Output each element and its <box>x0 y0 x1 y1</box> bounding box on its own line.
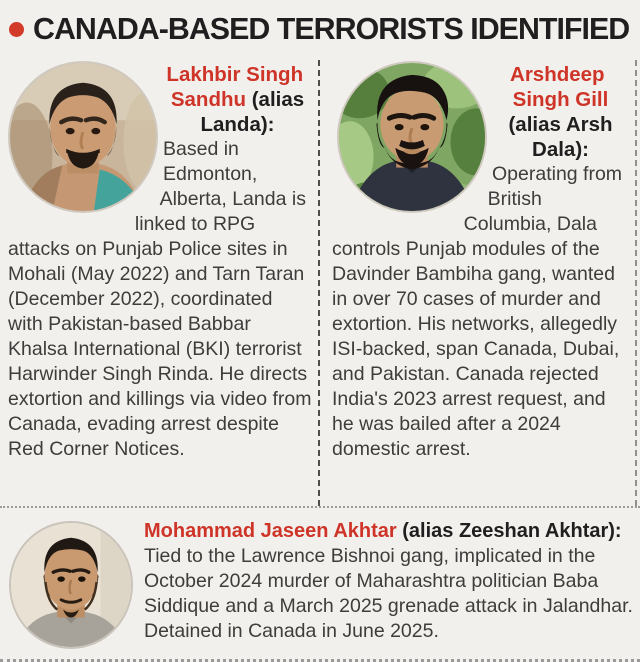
lakhbir-photo <box>8 61 158 213</box>
profile-name-line: Mohammad Jaseen Akhtar (alias Zeeshan Ak… <box>144 518 634 544</box>
profiles-section: Lakhbir Singh Sandhu (alias Landa): Base… <box>0 60 640 506</box>
profile-bio: Tied to the Lawrence Bishnoi gang, impli… <box>144 545 633 642</box>
page-title: CANADA-BASED TERRORISTS IDENTIFIED <box>33 11 630 46</box>
profile-alias: (alias Landa): <box>200 88 305 136</box>
arshdeep-photo <box>337 61 487 213</box>
profile-name: Arshdeep Singh Gill <box>510 63 609 111</box>
profile-bio: Operating from British Columbia, Dala co… <box>332 163 623 460</box>
profile-name-line: Arshdeep Singh Gill (alias Arsh Dala): <box>332 60 629 162</box>
akhtar-text-block: Mohammad Jaseen Akhtar (alias Zeeshan Ak… <box>144 518 634 649</box>
profile-name: Lakhbir Singh Sandhu <box>166 63 304 111</box>
profile-card-akhtar: Mohammad Jaseen Akhtar (alias Zeeshan Ak… <box>0 506 640 649</box>
akhtar-photo <box>9 521 133 649</box>
profile-card-arshdeep: Arshdeep Singh Gill (alias Arsh Dala): O… <box>320 60 637 506</box>
arshdeep-avatar-illustration <box>339 63 485 211</box>
lakhbir-avatar-illustration <box>10 63 156 211</box>
profile-alias: (alias Zeeshan Akhtar): <box>402 520 622 542</box>
profile-name: Mohammad Jaseen Akhtar <box>144 520 397 542</box>
red-bullet-icon <box>9 21 24 37</box>
profile-name-line: Lakhbir Singh Sandhu (alias Landa): <box>8 60 312 137</box>
headline-bar: CANADA-BASED TERRORISTS IDENTIFIED <box>0 0 640 47</box>
akhtar-avatar-illustration <box>11 523 131 647</box>
profile-card-lakhbir: Lakhbir Singh Sandhu (alias Landa): Base… <box>8 60 320 506</box>
profile-bio: Based in Edmonton, Alberta, Landa is lin… <box>8 138 312 460</box>
profile-alias: (alias Arsh Dala): <box>508 113 613 161</box>
